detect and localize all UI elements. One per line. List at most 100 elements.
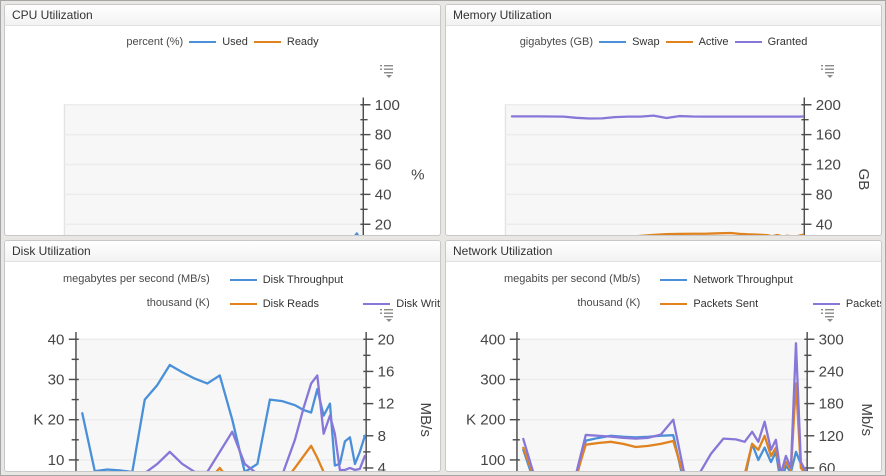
legend-swatch [189,41,217,43]
legend-item-network-throughput: Network Throughput [654,274,793,286]
legend-swatch [660,279,688,281]
chart-options-icon[interactable] [380,308,394,322]
panel-title-memory: Memory Utilization [446,5,881,26]
y-tick-label: 16 [378,363,395,380]
legend-unit: megabytes per second (MB/s) [63,273,210,285]
y-tick-label: 40 [375,186,392,203]
legend-swatch [665,41,693,43]
network-chart: 06:4007:1007:4008:1008:4009:1009:4010:10… [466,331,875,471]
legend-swatch [253,41,281,43]
legend-item-active: Active [660,36,729,48]
series-disk-writes [145,374,367,471]
y-tick-label: 400 [480,331,505,348]
panel-memory-utilization: Memory Utilization gigabytes (GB) Swap Act… [445,4,882,236]
legend-swatch [660,303,688,305]
legend-label: Granted [767,36,808,48]
y-tick-label: 4 [378,460,386,472]
y-tick-label: 20 [378,331,395,348]
legend-swatch [229,279,257,281]
legend-item-ready: Ready [248,36,319,48]
y-tick-label: 240 [819,363,844,380]
panel-body-network: megabits per second (Mb/s) Network Throug… [446,262,881,471]
legend-item-packets-sent: Packets Sent [654,298,758,310]
panel-grid: CPU Utilization percent (%) Used Ready 06:… [4,4,882,472]
series-granted [510,114,805,120]
legend-swatch [599,41,627,43]
panel-body-cpu: percent (%) Used Ready 06:4007:1007:4008:1… [5,26,440,235]
legend-label: Disk Writes [396,298,441,310]
legend-unit: gigabytes (GB) [519,36,594,48]
panel-network-utilization: Network Utilization megabits per second … [445,240,882,472]
legend-label: Active [698,36,729,48]
y-tick-label: 10 [48,452,65,469]
y-tick-label: 120 [816,157,841,174]
legend-swatch [734,41,762,43]
panel-title-disk: Disk Utilization [5,241,440,262]
series-packets-sent [522,382,805,471]
series-disk-throughput [81,363,367,471]
memory-chart: 06:4007:1007:4008:1008:4009:1009:4010:10… [504,97,872,235]
legend-unit: thousand (K) [146,297,210,309]
y-axis-unit: MB/s [417,403,434,437]
y-tick-label: 80 [816,186,833,203]
y-tick-label: 100 [480,452,505,469]
panel-title-network: Network Utilization [446,241,881,262]
disk-legend: megabytes per second (MB/s) Disk Throughp… [63,272,441,310]
legend-item-swap: Swap [593,36,660,48]
y-tick-label: 40 [48,331,65,348]
legend-label: Packets Sent [693,298,759,310]
y-tick-label: 160 [816,127,841,144]
y-tick-label: 8 [378,428,386,445]
chart-options-icon[interactable] [821,64,835,78]
cpu-chart: 06:4007:1007:4008:1008:4009:1009:4010:10… [63,97,425,235]
legend-label: Ready [286,36,319,48]
y-tick-label: 180 [819,396,844,413]
y-tick-label: 200 [816,97,841,114]
y-tick-label: 100 [375,97,400,114]
series-packets-received [522,342,807,471]
memory-legend: gigabytes (GB) Swap Active Granted [446,36,881,48]
y-tick-label: 80 [375,127,392,144]
panel-title-cpu: CPU Utilization [5,5,440,26]
legend-unit: thousand (K) [577,297,641,309]
legend-item-granted: Granted [729,36,808,48]
legend-item-used: Used [183,36,248,48]
cpu-legend: percent (%) Used Ready [5,36,440,48]
panel-body-disk: megabytes per second (MB/s) Disk Throughp… [5,262,440,471]
y-tick-label: 20 [375,216,392,233]
y-axis-unit: Mb/s [858,403,875,436]
y-tick-label: K 20 [33,412,64,429]
legend-unit: megabits per second (Mb/s) [504,273,641,285]
y-tick-label: K 200 [466,412,505,429]
legend-label: Packets Received [845,298,882,310]
legend-swatch [363,303,391,305]
legend-unit: percent (%) [126,36,184,48]
plot-area [516,338,808,471]
panel-body-memory: gigabytes (GB) Swap Active Granted 06:4007:… [446,26,881,235]
series-active [637,231,805,235]
legend-label: Disk Reads [262,298,319,310]
chart-options-icon[interactable] [821,308,835,322]
plot-area [504,104,806,235]
legend-item-packets-received: Packets Received [807,298,882,310]
plot-area [63,104,365,235]
legend-label: Disk Throughput [262,274,344,286]
network-legend: megabits per second (Mb/s) Network Throug… [504,272,882,310]
legend-item-disk-reads: Disk Reads [224,298,319,310]
disk-chart: 06:4007:1007:4008:1008:4009:1009:4010:10… [33,331,434,472]
panel-disk-utilization: Disk Utilization megabytes per second (M… [4,240,441,472]
legend-label: Swap [632,36,660,48]
legend-label: Network Throughput [693,274,793,286]
y-tick-label: 300 [480,371,505,388]
y-tick-label: 40 [816,216,833,233]
legend-item-disk-throughput: Disk Throughput [224,274,344,286]
plot-area [75,338,367,471]
y-tick-label: 120 [819,428,844,445]
y-tick-label: 12 [378,396,395,413]
panel-cpu-utilization: CPU Utilization percent (%) Used Ready 06:… [4,4,441,236]
legend-swatch [229,303,257,305]
chart-options-icon[interactable] [380,64,394,78]
y-axis-unit: GB [855,169,872,191]
y-tick-label: 60 [375,157,392,174]
